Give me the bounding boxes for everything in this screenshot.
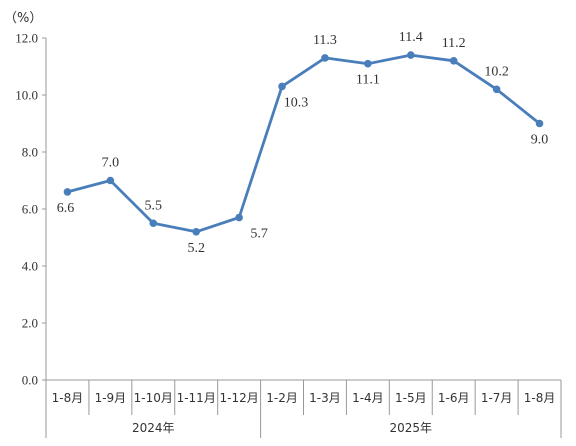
series-line	[67, 53, 541, 234]
x-tick-label: 1-6月	[438, 391, 470, 405]
data-label: 11.4	[399, 30, 423, 45]
data-point	[278, 82, 286, 91]
x-tick-label: 1-4月	[352, 391, 384, 405]
data-label: 9.0	[531, 133, 549, 148]
year-group-label: 2025年	[390, 421, 433, 435]
data-point	[535, 119, 544, 128]
data-point	[321, 54, 329, 62]
data-point	[235, 213, 243, 222]
data-label: 11.1	[356, 73, 380, 88]
category-table: 1-8月 1-9月 1-10月 1-11月 1-12月 1-2月 1-3月 1-4月 1-5月 1…	[45, 380, 562, 438]
x-tick-label: 1-10月	[134, 391, 173, 405]
x-tick-label: 1-9月	[95, 391, 127, 405]
axes	[42, 37, 561, 381]
data-point	[192, 228, 201, 236]
y-tick-label: 6.0	[22, 202, 38, 217]
data-points	[63, 51, 544, 236]
data-point	[106, 176, 115, 185]
data-label: 5.2	[187, 241, 205, 256]
data-label: 6.6	[57, 201, 75, 216]
x-tick-label: 1-8月	[524, 391, 556, 405]
data-point	[364, 59, 372, 68]
series-line-group	[67, 53, 541, 234]
y-tick-label: 8.0	[22, 145, 38, 160]
y-tick-label: 10.0	[15, 88, 38, 103]
data-label: 11.3	[313, 33, 337, 48]
y-tick-label: 12.0	[15, 31, 38, 46]
x-tick-label: 1-11月	[177, 391, 216, 405]
x-tick-label: 1-3月	[309, 391, 341, 405]
y-tick-labels: 0.0 2.0 4.0 6.0 8.0 10.0 12.0	[15, 31, 38, 388]
data-label: 10.2	[484, 64, 509, 79]
data-labels: 6.6 7.0 5.5 5.2 5.7 10.3 11.3 11.1 11.4 11.2 10.2 9…	[57, 30, 549, 256]
data-point	[406, 51, 415, 59]
x-tick-label: 1-5月	[395, 391, 427, 405]
data-label: 10.3	[284, 95, 309, 110]
data-label: 7.0	[102, 156, 120, 171]
data-label: 11.2	[442, 36, 466, 51]
y-unit-label: （%）	[4, 11, 42, 26]
y-tick-label: 4.0	[22, 259, 38, 274]
x-tick-label: 1-8月	[52, 391, 84, 405]
x-tick-label: 1-2月	[266, 391, 298, 405]
data-point	[63, 188, 72, 196]
data-label: 5.5	[145, 198, 163, 213]
x-tick-label: 1-12月	[220, 391, 259, 405]
data-point	[149, 219, 158, 228]
y-tick-label: 0.0	[22, 373, 38, 388]
data-point	[449, 57, 458, 65]
year-group-label: 2024年	[132, 421, 175, 435]
x-tick-label: 1-7月	[481, 391, 513, 405]
data-point	[492, 85, 501, 94]
y-tick-label: 2.0	[22, 316, 38, 331]
data-label: 5.7	[250, 227, 268, 242]
